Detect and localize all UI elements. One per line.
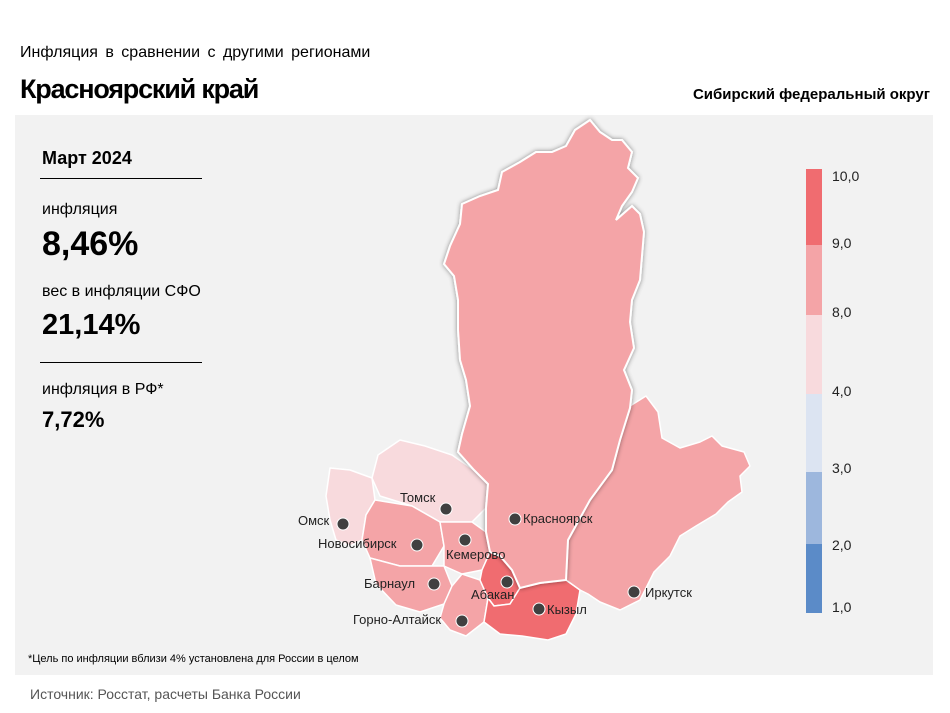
city-marker-tomsk — [439, 502, 453, 516]
city-label-gorno-altaysk: Горно-Алтайск — [353, 612, 441, 627]
legend-tick: 10,0 — [832, 168, 859, 184]
city-label-irkutsk: Иркутск — [645, 585, 692, 600]
region-novosibirsk — [361, 499, 445, 567]
source-note: Источник: Росстат, расчеты Банка России — [30, 686, 301, 702]
federal-district-label: Сибирский федеральный округ — [692, 86, 930, 103]
region-title: Красноярский край — [20, 74, 259, 104]
inflation-value: 8,46% — [42, 225, 139, 263]
city-label-tomsk: Томск — [400, 490, 436, 505]
legend-tick: 4,0 — [832, 383, 852, 399]
city-marker-omsk — [336, 517, 350, 531]
city-marker-kemerovo — [458, 533, 472, 547]
weight-value: 21,14% — [42, 309, 141, 341]
period-label: Март 2024 — [42, 148, 132, 168]
legend-band-2-3 — [806, 472, 822, 544]
legend-tick: 9,0 — [832, 235, 852, 251]
rf-inflation-value: 7,72% — [42, 407, 105, 432]
divider-bottom — [40, 362, 202, 363]
legend-band-9-10 — [806, 169, 822, 245]
city-marker-kyzyl — [532, 602, 546, 616]
legend-tick: 3,0 — [832, 460, 852, 476]
city-marker-krasnoyarsk — [508, 512, 522, 526]
legend-band-4-8 — [806, 315, 822, 394]
legend-band-8-9 — [806, 245, 822, 315]
city-marker-novosibirsk — [410, 538, 424, 552]
city-label-barnaul: Барнаул — [364, 576, 415, 591]
city-label-novosibirsk: Новосибирск — [318, 536, 397, 551]
legend-tick: 1,0 — [832, 599, 852, 615]
color-scale-legend: 10,0 9,0 8,0 4,0 3,0 2,0 1,0 — [806, 168, 859, 615]
region-krasnoyarsk — [442, 118, 646, 590]
legend-tick: 8,0 — [832, 304, 852, 320]
city-label-kyzyl: Кызыл — [547, 602, 587, 617]
legend-band-3-4 — [806, 394, 822, 472]
city-marker-abakan — [500, 575, 514, 589]
divider-top — [40, 178, 202, 179]
city-marker-irkutsk — [627, 585, 641, 599]
rf-inflation-label: инфляция в РФ* — [42, 381, 164, 398]
city-label-kemerovo: Кемерово — [446, 547, 505, 562]
weight-label: вес в инфляции СФО — [42, 283, 201, 300]
city-label-omsk: Омск — [298, 513, 330, 528]
city-marker-gorno-altaysk — [455, 614, 469, 628]
footnote: *Цель по инфляции вблизи 4% установлена … — [28, 653, 359, 665]
city-label-abakan: Абакан — [471, 587, 514, 602]
city-marker-barnaul — [427, 577, 441, 591]
legend-band-1-2 — [806, 544, 822, 613]
region-irkutsk — [565, 395, 751, 611]
city-label-krasnoyarsk: Красноярск — [523, 511, 593, 526]
inflation-label: инфляция — [42, 201, 118, 218]
supertitle: Инфляция в сравнении с другими регионами — [20, 44, 371, 61]
legend-tick: 2,0 — [832, 537, 852, 553]
